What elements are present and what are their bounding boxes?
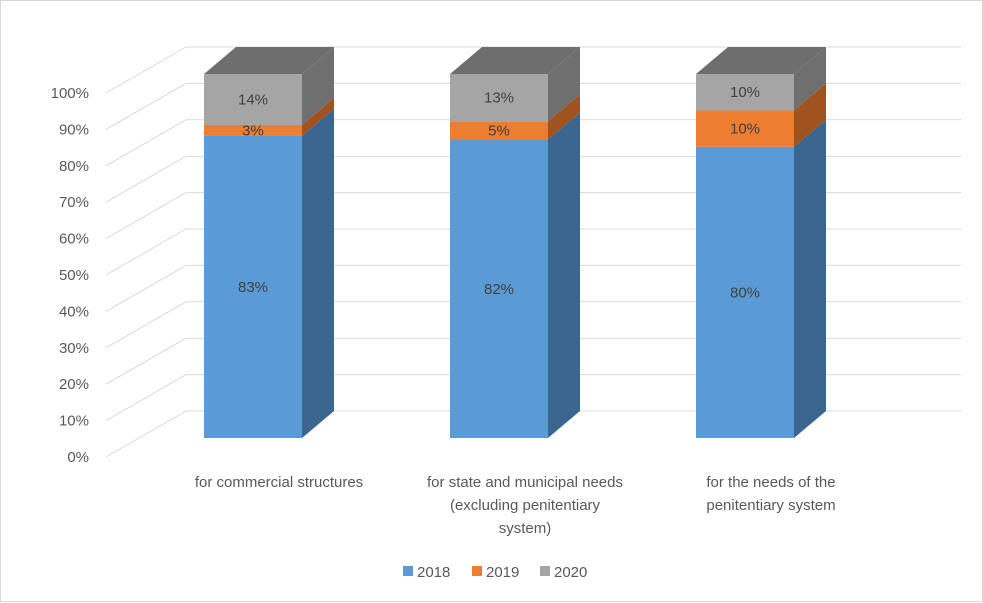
gridline-side (105, 264, 187, 312)
legend: 2018 2019 2020 (403, 564, 587, 581)
data-label: 83% (238, 279, 268, 296)
y-tick-label: 100% (51, 85, 89, 102)
y-tick-label: 50% (59, 267, 89, 284)
y-tick-label: 90% (59, 121, 89, 138)
data-label: 80% (730, 284, 760, 301)
category-label: for the needs of the (706, 474, 835, 491)
data-label: 13% (484, 90, 514, 107)
bar-segment-2020 (696, 74, 794, 111)
y-tick-label: 70% (59, 194, 89, 211)
legend-swatch-2020 (540, 566, 550, 576)
x-axis-categories: for commercial structures for state and m… (195, 474, 836, 537)
data-label: 82% (484, 281, 514, 298)
data-label: 14% (238, 91, 268, 108)
y-axis: 0% 10% 20% 30% 40% 50% 60% 70% 80% 90% 100% (51, 85, 89, 466)
category-label: penitentiary system (706, 497, 835, 514)
bar-segment-2020 (450, 74, 548, 122)
category-label: system) (499, 520, 552, 537)
gridline-side (105, 192, 187, 240)
bar-segment-2018 (696, 146, 794, 439)
legend-swatch-2018 (403, 566, 413, 576)
data-label: 10% (730, 121, 760, 138)
category-label: for commercial structures (195, 474, 363, 491)
bars: 83% 3% 14% 82% 5% 13% 80% 10% 10% (204, 47, 826, 439)
bar-segment-2019 (450, 121, 548, 140)
gridline-side (105, 82, 187, 130)
bar-side-2020 (794, 47, 826, 111)
bar-side-2018 (548, 112, 580, 439)
legend-label: 2020 (554, 564, 587, 581)
y-tick-label: 20% (59, 376, 89, 393)
category-label: (excluding penitentiary (450, 497, 601, 514)
bar-side-2020 (302, 47, 334, 125)
data-label: 10% (730, 84, 760, 101)
y-tick-label: 40% (59, 303, 89, 320)
bar-top-2020 (204, 47, 334, 74)
bar-segment-2020 (204, 74, 302, 125)
bar-top-2020 (696, 47, 826, 74)
bar-side-2019 (794, 83, 826, 147)
bar-side-2018 (302, 108, 334, 438)
legend-label: 2018 (417, 564, 450, 581)
bar-segment-2019 (696, 110, 794, 147)
gridline-side (105, 374, 187, 422)
y-tick-label: 60% (59, 231, 89, 248)
gridline-side (105, 228, 187, 276)
y-tick-label: 80% (59, 158, 89, 175)
gridline-side (105, 301, 187, 349)
legend-label: 2019 (486, 564, 519, 581)
gridline-side (105, 155, 187, 203)
gridline-side (105, 119, 187, 167)
y-tick-label: 30% (59, 340, 89, 357)
legend-swatch-2019 (472, 566, 482, 576)
bar-segment-2018 (450, 139, 548, 438)
y-tick-label: 0% (67, 449, 89, 466)
gridline-side (105, 337, 187, 385)
y-tick-label: 10% (59, 413, 89, 430)
bar-side-2019 (548, 94, 580, 140)
bar-segment-2019 (204, 124, 302, 136)
bar-top-2020 (450, 47, 580, 74)
data-label: 5% (488, 122, 510, 139)
data-label: 3% (242, 122, 264, 139)
gridline-side (105, 410, 187, 458)
bar-side-2020 (548, 47, 580, 122)
bar-segment-2018 (204, 135, 302, 438)
gridline-side (105, 46, 187, 94)
category-label: for state and municipal needs (427, 474, 623, 491)
bar-side-2018 (794, 119, 826, 439)
bar-side-2019 (302, 97, 334, 136)
